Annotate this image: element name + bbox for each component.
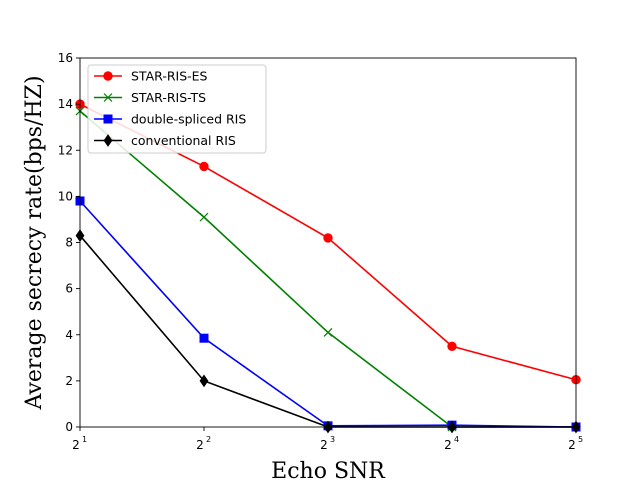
legend-label: STAR-RIS-TS xyxy=(131,90,206,105)
legend: STAR-RIS-ES STAR-RIS-TS double-spliced RIS… xyxy=(87,64,267,154)
x-tick-label: 2 xyxy=(568,438,576,452)
x-tick-exponent: 3 xyxy=(330,435,335,444)
data-point-star-ris-es xyxy=(323,233,333,243)
x-marker-stroke xyxy=(323,328,333,337)
legend-label: conventional RIS xyxy=(131,133,236,148)
y-tick-label: 14 xyxy=(58,97,73,111)
x-marker-stroke xyxy=(199,212,209,222)
y-tick-label: 12 xyxy=(58,143,73,157)
data-point-double-spliced-ris xyxy=(199,333,209,343)
y-tick-label: 6 xyxy=(65,282,73,296)
legend-label: STAR-RIS-ES xyxy=(131,69,208,84)
legend-item-double-spliced-ris: double-spliced RIS xyxy=(94,112,246,127)
legend-item-star-ris-es: STAR-RIS-ES xyxy=(94,69,208,84)
x-tick-label: 2 xyxy=(196,438,204,452)
x-tick-exponent: 2 xyxy=(206,435,211,444)
data-point-star-ris-es xyxy=(447,341,457,351)
y-tick-label: 10 xyxy=(58,189,73,203)
data-point-star-ris-ts xyxy=(199,212,209,222)
y-tick-label: 2 xyxy=(65,374,73,388)
y-tick-label: 16 xyxy=(58,51,73,65)
legend-item-conventional-ris: conventional RIS xyxy=(94,133,236,148)
legend-marker xyxy=(103,93,113,102)
y-tick-label: 8 xyxy=(65,236,73,250)
x-axis-label: Echo SNR xyxy=(271,459,386,480)
data-point-star-ris-es xyxy=(199,161,209,172)
x-tick-exponent: 5 xyxy=(578,435,583,444)
x-tick-label: 2 xyxy=(444,438,452,452)
legend-marker xyxy=(103,134,113,147)
legend-label: double-spliced RIS xyxy=(131,112,246,127)
x-tick-exponent: 4 xyxy=(454,435,459,444)
legend-item-star-ris-ts: STAR-RIS-TS xyxy=(94,90,206,105)
x-tick-label: 2 xyxy=(72,438,80,452)
data-point-conventional-ris xyxy=(199,374,209,388)
x-marker-stroke xyxy=(103,93,113,102)
y-tick-label: 4 xyxy=(65,328,73,342)
legend-marker xyxy=(103,114,113,124)
y-axis-label: Average secrecy rate(bps/HZ) xyxy=(22,75,47,410)
y-tick-label: 0 xyxy=(65,420,73,434)
legend-box xyxy=(87,64,267,154)
x-tick-label: 2 xyxy=(320,438,328,452)
data-point-star-ris-ts xyxy=(323,328,333,337)
x-tick-exponent: 1 xyxy=(82,435,87,444)
legend-marker xyxy=(103,71,113,81)
